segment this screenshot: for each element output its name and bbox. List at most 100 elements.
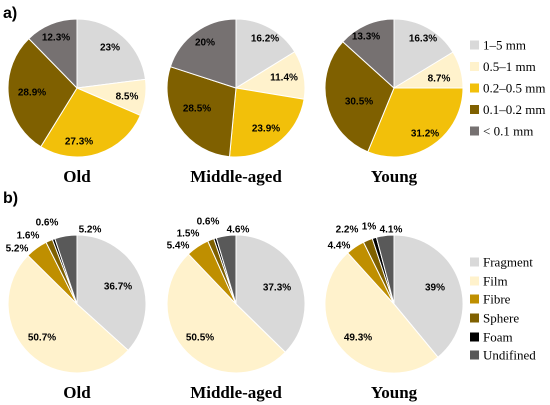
legend-swatch-foam xyxy=(470,332,479,342)
data-label-0-5-1-mm: 8.7% xyxy=(428,74,451,85)
pie-slice-fragment xyxy=(393,234,464,358)
panel-b: b) 36.7% 50.7% 5.2% 1.6% 0.6% 5.2% 37.3% 50.5% 5… xyxy=(3,190,536,402)
legend-swatch-0-2-0-5-mm xyxy=(470,83,479,93)
legend-label-fibre: Fibre xyxy=(483,292,511,307)
data-label-foam: 0.6% xyxy=(36,218,59,229)
data-label-sphere: 1.5% xyxy=(177,229,200,240)
pie-slice-undifined xyxy=(215,234,237,305)
legend-label-0-2-0-5-mm: 0.2–0.5 mm xyxy=(483,81,545,96)
pie-slice-film xyxy=(324,252,439,374)
pie-slice-1-5-mm xyxy=(393,18,454,89)
data-label-undifined: 5.2% xyxy=(79,225,102,236)
data-label-0-2-0-5-mm: 23.9% xyxy=(252,124,280,135)
pie-slice-1-5-mm xyxy=(235,18,296,89)
data-label-fibre: 5.2% xyxy=(6,244,29,255)
legend-item-undifined: Undifined xyxy=(470,348,536,363)
data-label-1-5-mm: 23% xyxy=(100,43,120,54)
legend-item-0-2-0-5-mm: 0.2–0.5 mm xyxy=(470,81,545,96)
data-label-undifined: 4.6% xyxy=(227,225,250,236)
legend-b: Fragment Film Fibre Sphere Foam Undifine… xyxy=(470,255,536,363)
pie-title-middle-aged-b: Middle-aged xyxy=(190,383,282,402)
data-label-fibre: 4.4% xyxy=(328,241,351,252)
pie-slice-film xyxy=(166,253,286,374)
data-label-lt-0-1-mm: 20% xyxy=(195,38,215,49)
legend-swatch-undifined xyxy=(470,350,479,360)
data-label-sphere: 2.2% xyxy=(336,225,359,236)
pie-slice-lt-0-1-mm xyxy=(28,18,78,89)
legend-item-fragment: Fragment xyxy=(470,255,533,270)
data-label-film: 50.7% xyxy=(28,333,56,344)
legend-swatch-sphere xyxy=(470,313,479,323)
pie-middle-aged-b: 37.3% 50.5% 5.4%1.5%0.6% 4.6% xyxy=(166,217,306,374)
data-label-fragment: 39% xyxy=(425,283,445,294)
pie-slice-lt-0-1-mm xyxy=(169,18,237,89)
pie-slice-film xyxy=(7,255,129,374)
data-label-fragment: 37.3% xyxy=(263,283,291,294)
legend-item-0-5-1-mm: 0.5–1 mm xyxy=(470,59,536,74)
legend-item-film: Film xyxy=(470,274,508,289)
legend-item-fibre: Fibre xyxy=(470,292,511,307)
legend-swatch-lt-0-1-mm xyxy=(470,126,479,136)
data-label-lt-0-1-mm: 13.3% xyxy=(352,32,380,43)
panel-a: a) 23% 8.5% 27.3% 28.9% 12.3% 16.2% 11.4% 23.9%… xyxy=(3,5,545,186)
pie-slice-lt-0-1-mm xyxy=(342,18,395,89)
data-label-0-2-0-5-mm: 27.3% xyxy=(65,137,93,148)
legend-label-sphere: Sphere xyxy=(483,311,519,326)
pie-slice-fragment xyxy=(76,234,147,351)
data-label-0-5-1-mm: 11.4% xyxy=(270,73,298,84)
pie-slice-undifined xyxy=(54,234,78,305)
data-label-film: 50.5% xyxy=(186,333,214,344)
legend-label-1-5-mm: 1–5 mm xyxy=(483,38,526,53)
legend-label-fragment: Fragment xyxy=(483,255,533,270)
legend-swatch-0-1-0-2-mm xyxy=(470,105,479,114)
data-label-lt-0-1-mm: 12.3% xyxy=(42,33,70,44)
data-label-1-5-mm: 16.3% xyxy=(409,34,437,45)
legend-swatch-0-5-1-mm xyxy=(470,62,479,71)
data-label-0-1-0-2-mm: 28.9% xyxy=(18,88,46,99)
data-label-1-5-mm: 16.2% xyxy=(251,34,279,45)
data-label-foam: 0.6% xyxy=(197,217,220,228)
data-label-0-5-1-mm: 8.5% xyxy=(116,92,139,103)
pie-slice-0-2-0-5-mm xyxy=(367,87,464,158)
data-label-undifined: 4.1% xyxy=(380,225,403,236)
pie-slice-1-5-mm xyxy=(76,18,146,89)
legend-item-sphere: Sphere xyxy=(470,311,519,326)
legend-item-lt-0-1-mm: < 0.1 mm xyxy=(470,124,533,139)
pie-slice-0-1-0-2-mm xyxy=(7,38,78,148)
pie-slice-0-1-0-2-mm xyxy=(324,41,395,153)
pie-title-young-b: Young xyxy=(371,383,418,402)
legend-swatch-1-5-mm xyxy=(470,40,479,50)
legend-swatch-fibre xyxy=(470,294,479,304)
legend-label-film: Film xyxy=(483,274,508,289)
pie-old-b: 36.7% 50.7% 5.2% 1.6% 0.6% 5.2% xyxy=(6,218,147,374)
pie-title-middle-aged-a: Middle-aged xyxy=(190,167,282,186)
legend-label-0-5-1-mm: 0.5–1 mm xyxy=(483,59,536,74)
pie-title-young-a: Young xyxy=(371,167,418,186)
legend-label-foam: Foam xyxy=(483,330,513,345)
pie-slice-fragment xyxy=(235,234,306,353)
panel-label-a: a) xyxy=(3,5,17,22)
pie-young-a: 16.3% 8.7% 31.2% 30.5% 13.3% xyxy=(324,18,464,158)
data-label-fragment: 36.7% xyxy=(104,282,132,293)
data-label-fibre: 5.4% xyxy=(167,241,190,252)
pie-slice-undifined xyxy=(375,234,395,305)
pie-group-a: 23% 8.5% 27.3% 28.9% 12.3% 16.2% 11.4% 23.9% 28.… xyxy=(7,18,464,158)
legend-a: 1–5 mm 0.5–1 mm 0.2–0.5 mm 0.1–0.2 mm < … xyxy=(470,38,545,139)
data-label-0-2-0-5-mm: 31.2% xyxy=(411,129,439,140)
data-label-foam: 1% xyxy=(362,222,377,233)
legend-item-foam: Foam xyxy=(470,330,513,345)
pie-old-a: 23% 8.5% 27.3% 28.9% 12.3% xyxy=(7,18,147,158)
pie-title-old-a: Old xyxy=(63,167,91,186)
legend-swatch-film xyxy=(470,276,479,286)
pie-slice-0-2-0-5-mm xyxy=(229,87,305,158)
legend-swatch-fragment xyxy=(470,257,479,267)
pie-slice-0-2-0-5-mm xyxy=(40,87,141,158)
pie-middle-aged-a: 16.2% 11.4% 23.9% 28.5% 20% xyxy=(166,18,306,158)
legend-label-lt-0-1-mm: < 0.1 mm xyxy=(483,124,533,139)
legend-label-0-1-0-2-mm: 0.1–0.2 mm xyxy=(483,102,545,117)
data-label-film: 49.3% xyxy=(344,333,372,344)
data-label-0-1-0-2-mm: 30.5% xyxy=(345,97,373,108)
legend-item-1-5-mm: 1–5 mm xyxy=(470,38,526,53)
